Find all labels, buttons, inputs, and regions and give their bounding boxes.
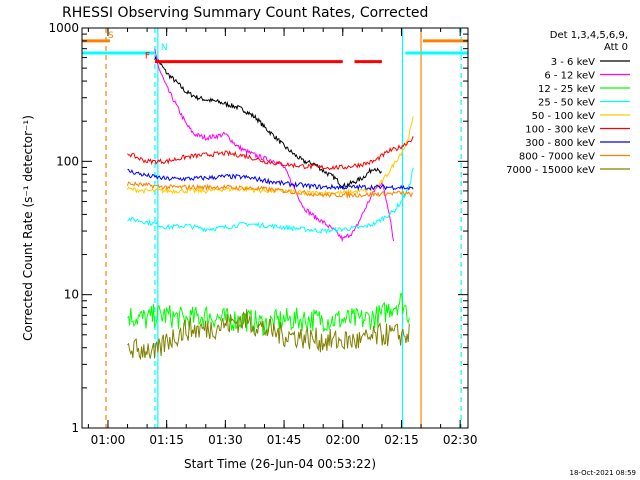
series-line-8 <box>127 309 410 361</box>
x-tick-label-2: 01:30 <box>208 433 243 447</box>
y-tick-label-0: 1 <box>71 421 79 435</box>
plot-frame <box>81 27 469 429</box>
legend-label-6: 300 - 800 keV <box>525 138 595 149</box>
legend-label-4: 50 - 100 keV <box>532 111 596 122</box>
x-tick-label-5: 02:15 <box>384 433 419 447</box>
plot-axes <box>81 27 469 429</box>
series-line-3 <box>127 167 414 235</box>
x-tick-label-1: 01:15 <box>149 433 184 447</box>
axis-ticks: 01:00 01:15 01:30 01:45 02:00 02:15 02:30 1 10 10… <box>48 21 477 447</box>
legend-label-5: 100 - 300 keV <box>525 125 595 136</box>
legend-label-1: 6 - 12 keV <box>544 71 595 82</box>
y-axis-label: Corrected Count Rate (s⁻¹ detector⁻¹) <box>21 115 35 341</box>
series-line-1 <box>154 48 395 243</box>
legend: Det 1,3,4,5,6,9, Att 0 3 - 6 keV 6 - 12 k… <box>506 30 630 176</box>
legend-label-3: 25 - 50 keV <box>538 98 595 109</box>
y-tick-label-1: 10 <box>64 288 79 302</box>
x-tick-label-0: 01:00 <box>91 433 126 447</box>
x-axis-label: Start Time (26-Jun-04 00:53:22) <box>184 457 376 471</box>
flag-label-2: F <box>145 52 150 62</box>
series-line-0 <box>154 56 383 190</box>
legend-title-line1: Det 1,3,4,5,6,9, <box>550 30 628 41</box>
y-axis-label-group: Corrected Count Rate (s⁻¹ detector⁻¹) <box>21 115 35 341</box>
x-tick-label-6: 02:30 <box>443 433 478 447</box>
flag-label-0: S <box>108 31 114 41</box>
series-line-6 <box>127 168 414 191</box>
series-line-5 <box>127 136 414 171</box>
chart-title: RHESSI Observing Summary Count Rates, Co… <box>62 5 428 21</box>
legend-title-line2: Att 0 <box>604 42 628 53</box>
series-line-7 <box>127 180 414 200</box>
legend-label-0: 3 - 6 keV <box>551 57 595 68</box>
legend-label-8: 7000 - 15000 keV <box>506 165 595 176</box>
x-tick-label-3: 01:45 <box>267 433 302 447</box>
flag-label-1: N <box>161 43 168 53</box>
series-line-4 <box>127 116 414 197</box>
legend-label-2: 12 - 25 keV <box>538 84 595 95</box>
y-tick-label-2: 100 <box>56 154 79 168</box>
footer-timestamp: 18-Oct-2021 08:59 <box>570 469 636 477</box>
y-tick-label-3: 1000 <box>48 21 79 35</box>
legend-label-7: 800 - 7000 keV <box>519 152 595 163</box>
x-tick-label-4: 02:00 <box>325 433 360 447</box>
